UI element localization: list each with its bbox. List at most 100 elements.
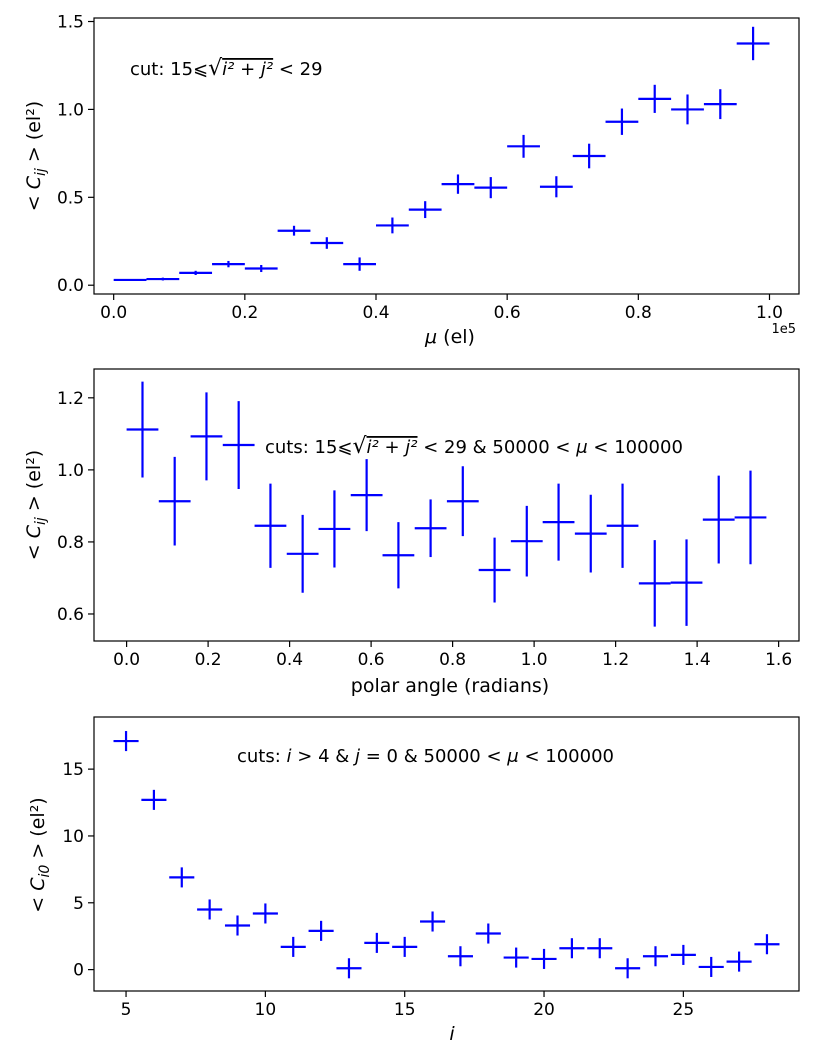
y-axis-label: < Ci0 > (el²) <box>27 797 53 912</box>
error-bar-point <box>318 490 351 568</box>
error-bar-point <box>670 539 703 626</box>
error-bars <box>113 731 780 979</box>
error-bar-point <box>447 946 473 967</box>
ticks: 0.0 0.2 0.4 0.6 0.8 1.0 1.2 1.4 1.6 0.6 0.8 1.0 1.2 <box>57 389 792 670</box>
error-bar-point <box>113 278 147 282</box>
x-tick-label: 1.0 <box>756 303 783 323</box>
x-tick-label: 0.2 <box>231 303 258 323</box>
y-tick-label: 0.0 <box>57 276 84 296</box>
error-bar-point <box>280 936 306 957</box>
x-tick-label: 1.6 <box>765 650 792 670</box>
y-tick-label: 5 <box>73 894 84 914</box>
x-tick-label: 0.8 <box>625 303 652 323</box>
error-bar-point <box>478 537 511 603</box>
error-bar-point <box>446 466 479 537</box>
error-bar-point <box>507 134 540 158</box>
error-bar-point <box>169 867 195 888</box>
x-tick-label: 0.2 <box>195 650 222 670</box>
error-bar-point <box>605 108 639 135</box>
x-tick-label: 20 <box>533 1000 555 1020</box>
error-bar-point <box>190 392 223 481</box>
error-bar-point <box>376 217 409 234</box>
error-bar-point <box>179 270 213 276</box>
annotation: cut: 15⩽√i² + j² < 29 <box>130 56 323 81</box>
x-tick-label: 10 <box>255 1000 277 1020</box>
error-bar-point <box>212 260 245 268</box>
error-bar-point <box>703 89 737 120</box>
y-tick-label: 1.5 <box>57 13 84 33</box>
plot-area <box>93 716 800 992</box>
error-bar-point <box>408 201 442 219</box>
error-bar-point <box>572 143 606 169</box>
error-bar-point <box>670 944 696 965</box>
x-tick-label: 0.6 <box>358 650 385 670</box>
error-bar-point <box>542 483 575 561</box>
y-axis-label: < Cij > (el²) <box>23 450 49 560</box>
error-bar-point <box>308 920 334 941</box>
panel-mu: 0.0 0.2 0.4 0.6 0.8 1.0 0.0 0.5 1.0 1.5 cut: 15⩽√… <box>23 13 800 348</box>
plot-area <box>93 368 800 642</box>
x-axis-label: μ (el) <box>424 326 475 348</box>
error-bar-point <box>736 26 770 61</box>
y-tick-label: 1.2 <box>57 389 84 409</box>
error-bar-point <box>510 505 543 577</box>
error-bar-point <box>734 470 767 565</box>
x-tick-label: 1.0 <box>521 650 548 670</box>
y-tick-label: 0 <box>73 961 84 981</box>
x-tick-label: 0.4 <box>362 303 389 323</box>
error-bar-point <box>615 958 641 979</box>
x-tick-label: 0.4 <box>276 650 303 670</box>
error-bar-point <box>364 932 390 953</box>
error-bar-point <box>392 936 418 957</box>
y-tick-label: 0.6 <box>57 605 84 625</box>
error-bar-point <box>531 948 557 969</box>
error-bar-point <box>197 899 223 920</box>
error-bar-point <box>126 381 159 478</box>
annotation: cuts: 15⩽√i² + j² < 29 & 50000 < μ < 100… <box>265 434 683 459</box>
x-tick-label: 1.2 <box>602 650 629 670</box>
error-bar-point <box>310 237 344 249</box>
y-tick-label: 15 <box>62 760 84 780</box>
error-bar-point <box>343 257 376 271</box>
error-bar-point <box>642 946 669 967</box>
error-bar-point <box>158 456 191 546</box>
error-bar-point <box>224 915 251 936</box>
error-bar-point <box>638 84 672 113</box>
annotation: cuts: i > 4 & j = 0 & 50000 < μ < 100000 <box>237 746 614 767</box>
error-bars <box>113 26 770 282</box>
error-bar-point <box>638 540 671 627</box>
error-bar-point <box>698 956 724 977</box>
error-bar-point <box>475 923 501 944</box>
error-bar-point <box>113 731 139 752</box>
y-tick-label: 1.0 <box>57 100 84 120</box>
plot-area <box>93 17 800 295</box>
x-tick-label: 0.0 <box>100 303 127 323</box>
x-axis-label: i <box>449 1023 455 1045</box>
panel-polar-angle: 0.0 0.2 0.4 0.6 0.8 1.0 1.2 1.4 1.60.60.81.01.2 … <box>23 368 800 697</box>
x-offset-text: 1e5 <box>771 322 796 337</box>
ticks: 5 10 15 20 25 0 5 10 15 <box>62 760 694 1020</box>
y-tick-label: 0.5 <box>57 188 84 208</box>
error-bar-point <box>277 225 311 236</box>
error-bar-point <box>286 514 319 593</box>
x-tick-label: 0.6 <box>494 303 521 323</box>
x-tick-label: 5 <box>121 1000 132 1020</box>
error-bar-point <box>420 911 446 932</box>
error-bar-point <box>574 494 607 573</box>
x-tick-label: 0.8 <box>439 650 466 670</box>
y-tick-label: 10 <box>62 827 84 847</box>
y-axis-label: < Cij > (el²) <box>23 101 49 211</box>
error-bar-point <box>606 483 639 568</box>
error-bar-point <box>474 177 508 199</box>
error-bar-point <box>244 264 278 273</box>
error-bar-point <box>726 951 752 972</box>
y-tick-label: 0.8 <box>57 533 84 553</box>
error-bar-point <box>503 947 529 968</box>
x-tick-label: 1.4 <box>684 650 711 670</box>
error-bar-point <box>702 475 735 564</box>
error-bar-point <box>587 938 613 959</box>
x-axis-label: polar angle (radians) <box>351 675 549 697</box>
error-bar-point <box>559 938 585 959</box>
x-tick-label: 25 <box>673 1000 695 1020</box>
